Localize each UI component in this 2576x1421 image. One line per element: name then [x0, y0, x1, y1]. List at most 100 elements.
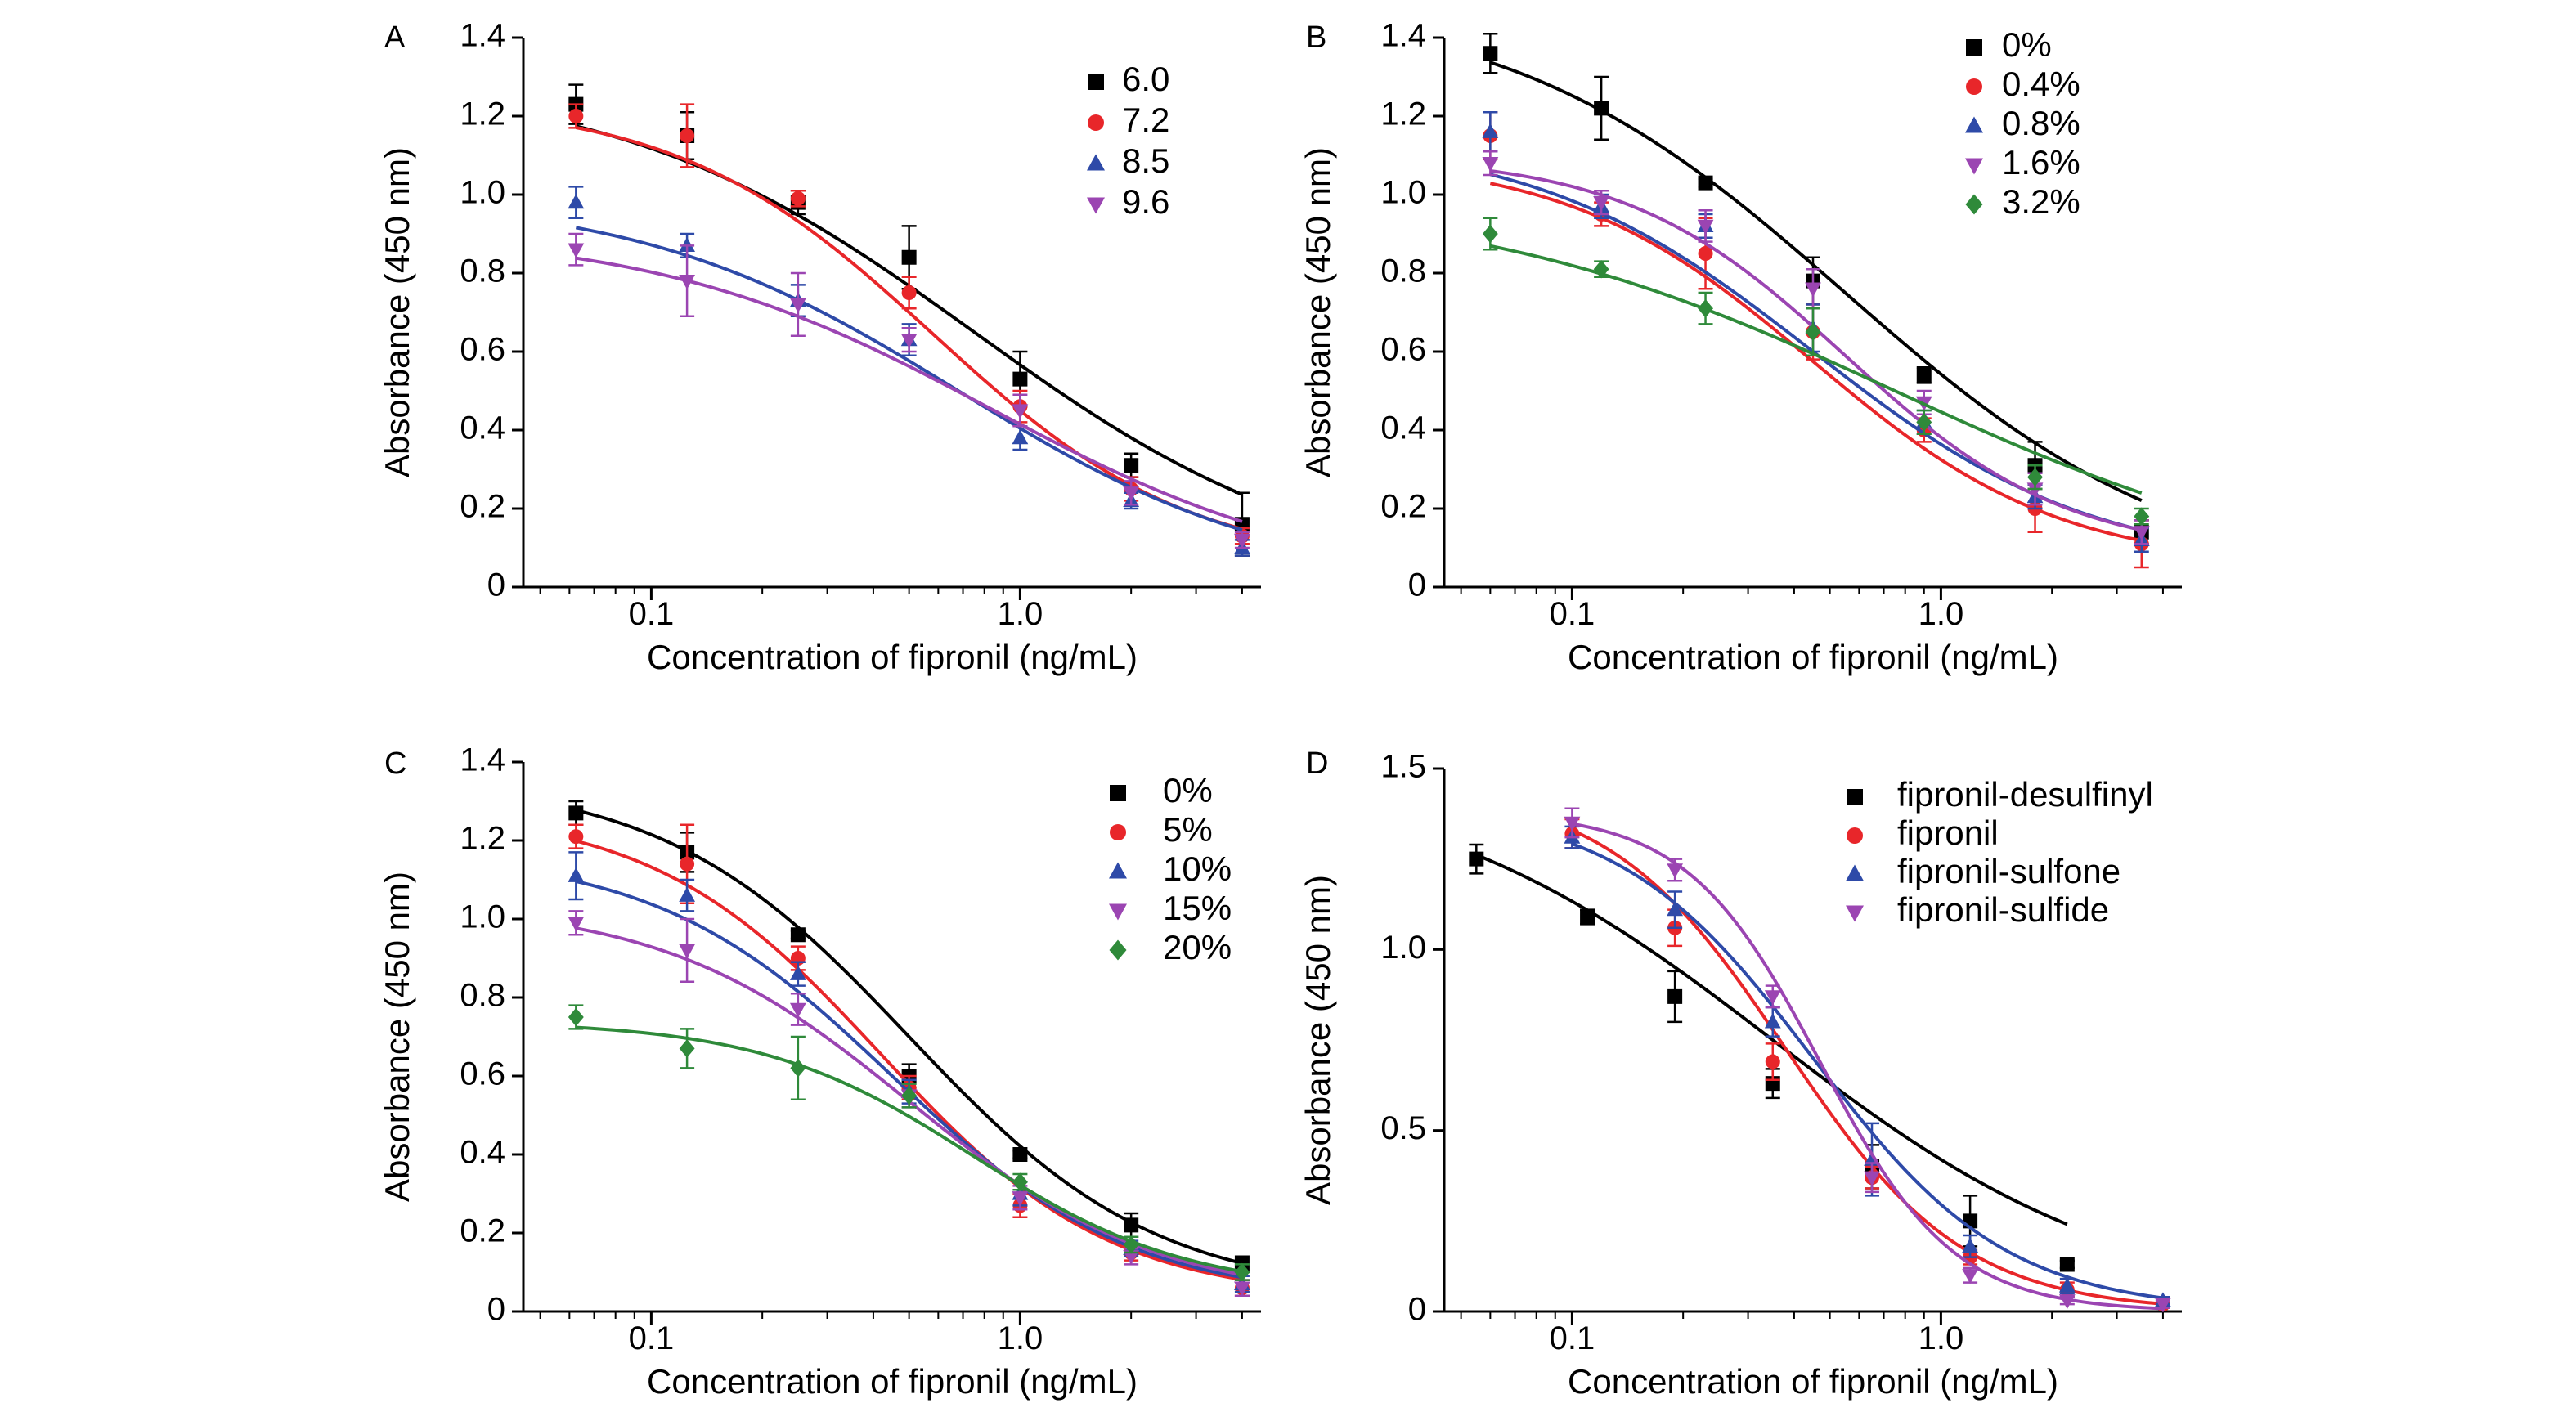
- panel-label: C: [384, 746, 406, 781]
- data-point: [789, 1002, 806, 1018]
- y-tick-label: 1.0: [460, 175, 505, 211]
- legend-label: 0%: [2002, 25, 2052, 64]
- data-point: [679, 237, 696, 253]
- fit-curve: [1489, 182, 2143, 543]
- data-point: [2058, 1277, 2076, 1293]
- legend-label: 1.6%: [2002, 143, 2080, 182]
- axis-lines: [522, 762, 1261, 1313]
- y-tick-label: 1.0: [1380, 175, 1426, 211]
- data-point: [1698, 246, 1713, 262]
- data-point: [568, 1007, 584, 1027]
- fit-curve: [1490, 168, 2143, 532]
- legend-marker: [1846, 905, 1864, 922]
- data-point: [1012, 371, 1028, 387]
- legend-marker: [1965, 158, 1983, 175]
- x-axis-label: Concentration of fipronil (ng/mL): [1568, 638, 2058, 676]
- y-tick-label: 1.2: [460, 96, 505, 132]
- y-tick-label: 0.5: [1380, 1110, 1426, 1146]
- data-point: [2058, 1294, 2076, 1310]
- x-tick-label: 1.0: [1919, 1320, 1964, 1356]
- panel-label: A: [384, 20, 406, 55]
- y-tick-label: 0: [487, 567, 505, 603]
- data-point: [1564, 816, 1581, 832]
- data-point: [1123, 486, 1140, 502]
- legend-marker: [1109, 939, 1127, 961]
- y-tick-label: 1.5: [1380, 749, 1426, 785]
- y-tick-label: 0.8: [460, 978, 505, 1014]
- data-point: [1593, 259, 1609, 279]
- legend-marker: [1088, 74, 1104, 90]
- y-tick-label: 1.0: [460, 899, 505, 935]
- legend-label: 9.6: [1122, 182, 1169, 221]
- data-point: [680, 128, 695, 143]
- x-axis-label: Concentration of fipronil (ng/mL): [1568, 1362, 2058, 1401]
- legend-marker: [1966, 39, 1982, 56]
- data-point: [2134, 507, 2150, 526]
- y-tick-label: 1.4: [460, 18, 505, 54]
- data-point: [1697, 219, 1714, 235]
- data-point: [568, 829, 584, 845]
- legend-label: 20%: [1163, 928, 1232, 966]
- data-point: [1962, 1269, 1979, 1284]
- y-axis-label: Absorbance (450 nm): [378, 147, 416, 477]
- y-tick-label: 1.0: [1380, 930, 1426, 966]
- data-point: [790, 927, 806, 943]
- data-point: [1124, 1217, 1139, 1233]
- y-tick-label: 0.8: [1380, 253, 1426, 289]
- data-point: [901, 249, 917, 265]
- y-tick-label: 1.4: [460, 742, 505, 778]
- data-point: [679, 886, 696, 902]
- legend-marker: [1087, 197, 1105, 214]
- legend-label: 0.4%: [2002, 65, 2080, 103]
- legend-marker: [1846, 864, 1864, 881]
- y-tick-label: 0.6: [460, 332, 505, 368]
- data-point: [900, 333, 918, 348]
- legend-label: 3.2%: [2002, 182, 2080, 221]
- data-point: [789, 965, 806, 980]
- fit-curve: [575, 839, 1243, 1282]
- legend-label: fipronil-desulfinyl: [1897, 775, 2153, 814]
- panel-label: D: [1306, 746, 1328, 781]
- data-point: [1123, 1235, 1139, 1254]
- y-tick-label: 0: [1408, 1292, 1426, 1328]
- series-0: [1469, 843, 2075, 1272]
- legend-marker: [1088, 114, 1104, 131]
- data-point: [679, 944, 696, 959]
- data-point: [2133, 526, 2150, 541]
- data-point: [789, 298, 806, 313]
- legend-marker: [1109, 862, 1127, 879]
- data-point: [1012, 1147, 1028, 1162]
- data-point: [1765, 1054, 1780, 1069]
- legend-marker: [1109, 903, 1127, 921]
- series-4: [568, 1004, 1250, 1282]
- panel-label: B: [1306, 20, 1326, 55]
- data-point: [2026, 482, 2044, 498]
- x-tick-label: 0.1: [629, 596, 675, 632]
- data-point: [568, 194, 585, 209]
- series-4: [1482, 217, 2150, 526]
- data-point: [1234, 533, 1250, 549]
- legend-marker: [1087, 154, 1105, 171]
- legend-label: fipronil: [1897, 814, 1999, 852]
- fit-curve: [1571, 842, 2164, 1300]
- y-axis-label: Absorbance (450 nm): [1299, 875, 1337, 1205]
- y-tick-label: 0: [487, 1292, 505, 1328]
- data-point: [901, 285, 917, 300]
- data-point: [680, 856, 695, 872]
- data-point: [568, 805, 584, 821]
- data-point: [1764, 1013, 1781, 1029]
- data-point: [1593, 195, 1610, 211]
- x-tick-label: 0.1: [1550, 596, 1595, 632]
- legend-label: 6.0: [1122, 60, 1169, 98]
- data-point: [1667, 901, 1684, 917]
- data-point: [2059, 1257, 2075, 1272]
- series-1: [568, 823, 1250, 1298]
- data-point: [1805, 322, 1821, 342]
- x-tick-label: 1.0: [998, 596, 1043, 632]
- y-tick-label: 1.4: [1380, 18, 1426, 54]
- panel-b: B 0 0.2 0.4 0.6 0.8 1.0 1.2 1.4 0.1 1.0 Concentrati…: [1299, 18, 2182, 676]
- y-tick-label: 0.4: [1380, 410, 1426, 446]
- data-point: [568, 243, 585, 258]
- data-point: [1764, 990, 1781, 1006]
- legend-marker: [1966, 78, 1982, 95]
